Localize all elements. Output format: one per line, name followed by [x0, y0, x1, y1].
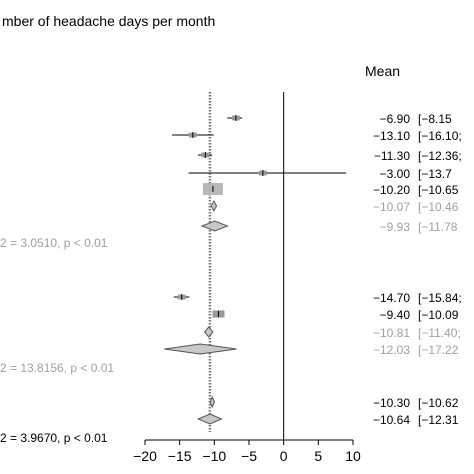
row-ci-value: [−16.10; — [418, 129, 462, 143]
x-tick-label: 5 — [314, 448, 322, 464]
x-tick-label: 10 — [345, 448, 361, 464]
row-ci-value: [−17.22 — [418, 343, 459, 357]
row-ci-value: [−10.62 — [418, 396, 459, 410]
row-ci-value: [−10.65 — [418, 183, 459, 197]
x-tick-label: −15 — [168, 448, 192, 464]
random-effect-diamond — [164, 343, 237, 355]
row-mean-value: −9.93 — [380, 220, 411, 234]
row-mean-value: −9.40 — [380, 308, 411, 322]
x-tick-label: −20 — [133, 448, 157, 464]
row-mean-value: −3.00 — [380, 167, 411, 181]
row-mean-value: −10.07 — [373, 200, 410, 214]
fixed-effect-diamond — [203, 326, 214, 338]
heterogeneity-stat: 2 = 13.8156, p < 0.01 — [0, 361, 114, 375]
row-ci-value: [−10.09 — [418, 308, 459, 322]
x-tick-label: −5 — [241, 448, 257, 464]
row-ci-value: [−8.15 — [418, 112, 452, 126]
mean-column-header: Mean — [365, 63, 400, 79]
chart-title: mber of headache days per month — [2, 13, 215, 29]
row-mean-value: −10.64 — [373, 413, 410, 427]
row-mean-value: −10.20 — [373, 183, 410, 197]
row-mean-value: −11.30 — [374, 149, 410, 163]
row-mean-value: −10.30 — [373, 396, 410, 410]
row-ci-value: [−10.46 — [418, 200, 459, 214]
heterogeneity-stat: 2 = 3.9670, p < 0.01 — [0, 431, 108, 445]
row-mean-value: −12.03 — [373, 343, 410, 357]
fixed-effect-diamond — [209, 395, 216, 409]
x-tick-label: −10 — [202, 448, 226, 464]
row-ci-value: [−11.40; — [418, 326, 461, 340]
row-ci-value: [−15.84; — [418, 291, 462, 305]
row-mean-value: −10.81 — [373, 326, 410, 340]
row-ci-value: [−11.78 — [418, 220, 458, 234]
row-mean-value: −14.70 — [373, 291, 410, 305]
random-effect-diamond — [197, 413, 223, 425]
random-effect-diamond — [200, 220, 229, 232]
x-tick-label: 0 — [280, 448, 288, 464]
row-ci-value: [−13.7 — [418, 167, 452, 181]
row-ci-value: [−12.31 — [418, 413, 459, 427]
row-mean-value: −13.10 — [373, 129, 410, 143]
row-mean-value: −6.90 — [380, 112, 411, 126]
row-ci-value: [−12.36; — [418, 149, 462, 163]
heterogeneity-stat: 2 = 3.0510, p < 0.01 — [0, 236, 108, 250]
fixed-effect-diamond — [210, 199, 218, 213]
